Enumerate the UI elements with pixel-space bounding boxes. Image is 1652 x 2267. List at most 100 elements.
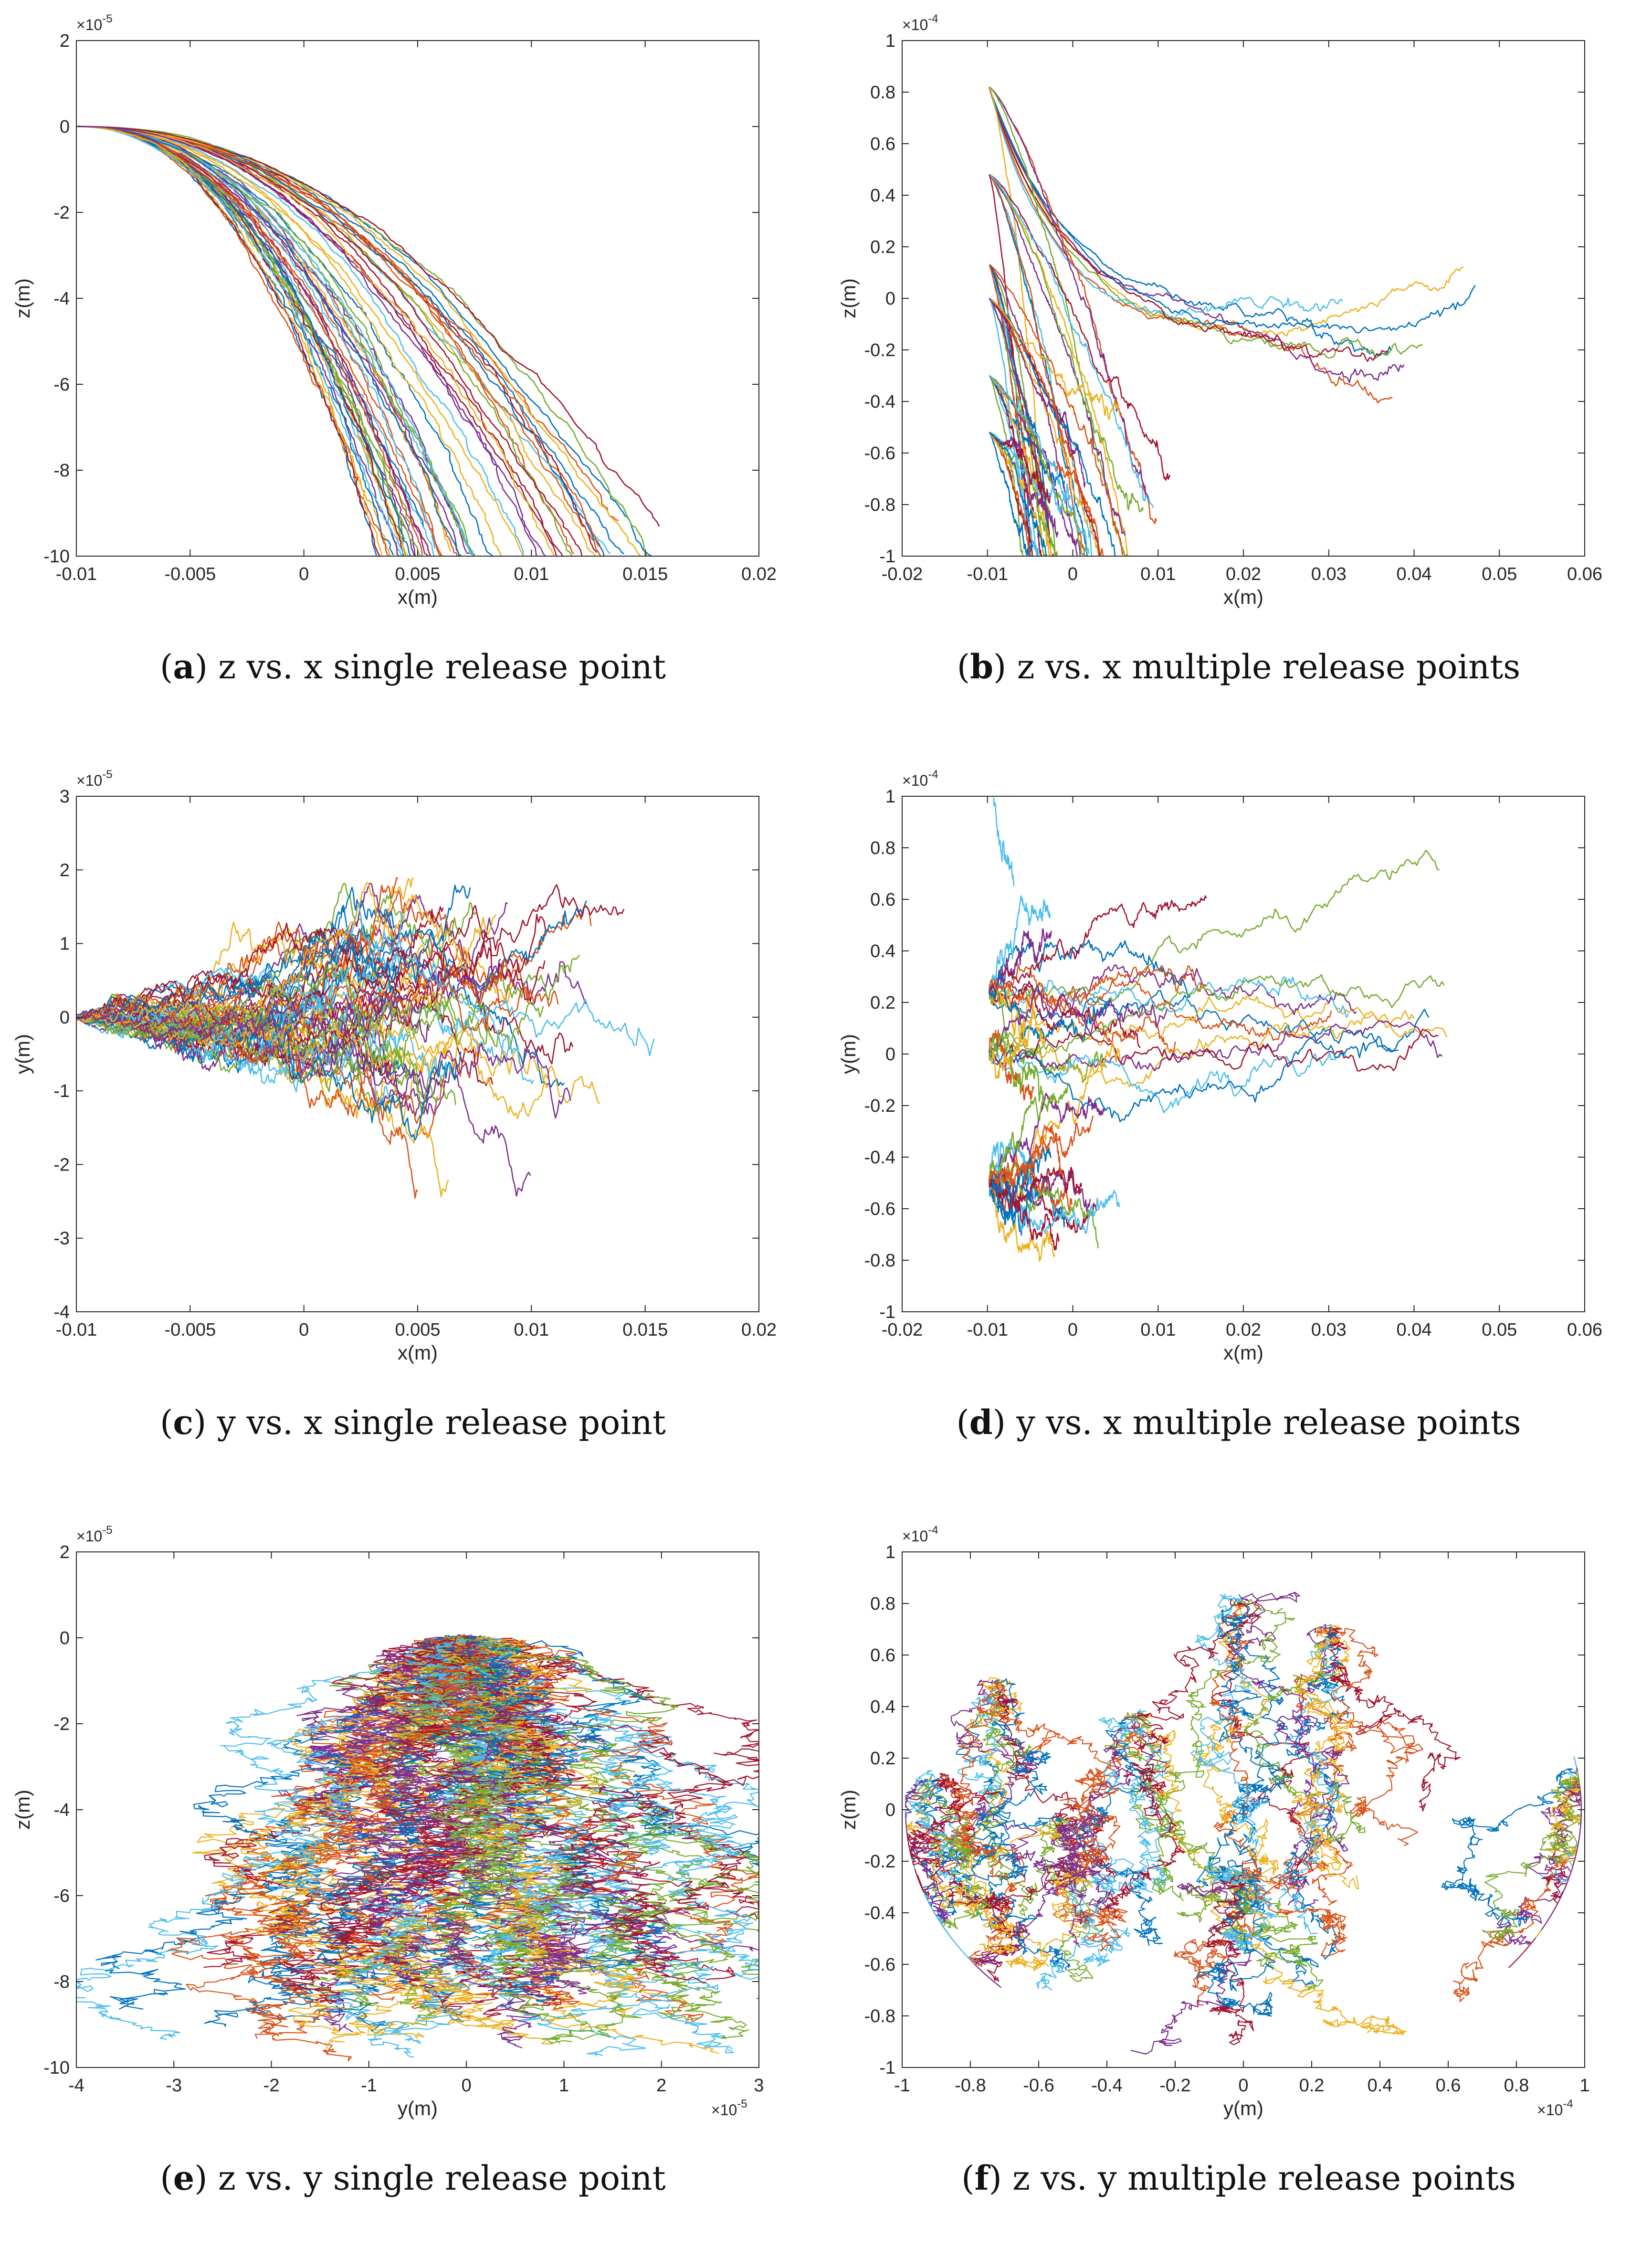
trajectory-line <box>76 126 443 556</box>
x-axis-label: x(m) <box>1223 586 1263 608</box>
trajectory-line <box>975 1816 1080 1982</box>
trajectory-line <box>76 126 382 556</box>
chart-panel-d: -0.02 -0.01 0 0.01 0.02 0.03 0.04 0.05 0.06 -1 -0.… <box>826 756 1652 1511</box>
trajectory-line <box>989 297 1086 488</box>
trajectory-line <box>76 906 444 1020</box>
y-tick-label: -3 <box>53 1229 70 1249</box>
y-multiplier: ×10-4 <box>902 12 938 33</box>
y-tick-label: -0.6 <box>864 1955 895 1975</box>
x-tick-label: 1 <box>1579 2076 1589 2096</box>
trajectory-line <box>1209 1598 1259 1935</box>
x-tick-label: -1 <box>361 2076 377 2096</box>
trajectory-line <box>989 297 1104 556</box>
x-tick-label: 0.015 <box>622 1320 668 1340</box>
trajectory-line <box>1196 1599 1291 1887</box>
trajectory-line <box>989 297 1121 420</box>
trajectory-line <box>237 1637 498 1974</box>
y-tick-label: 0 <box>885 1044 895 1065</box>
x-tick-label: -1 <box>894 2076 910 2096</box>
caption-e-label: e <box>173 2158 195 2198</box>
x-tick-label: 0.02 <box>1226 564 1261 584</box>
x-tick-label: 0.01 <box>514 1320 549 1340</box>
trajectory-line <box>989 895 1207 995</box>
chart-b-svg: -0.02 -0.01 0 0.01 0.02 0.03 0.04 0.05 0.06 -1 -0.… <box>837 12 1602 608</box>
y-tick-label: 1 <box>885 787 895 807</box>
trajectory-line <box>906 1778 965 1898</box>
trajectory-line <box>989 850 1440 1005</box>
y-axis-label: y(m) <box>837 1034 860 1074</box>
y-tick-label: 0.6 <box>870 890 895 910</box>
trajectory-line <box>95 1637 490 2010</box>
x-tick-label: 0.02 <box>1226 1320 1261 1340</box>
y-tick-label: 2 <box>60 860 70 880</box>
y-axis-label: z(m) <box>837 1790 860 1830</box>
chart-a-svg: -0.01 -0.005 0 0.005 0.01 0.015 0.02 -10 -8 -6 -4 -… <box>11 12 777 608</box>
y-multiplier: ×10-5 <box>76 12 113 33</box>
x-tick-label: 0.04 <box>1397 1320 1432 1340</box>
caption-d-text: y vs. x multiple release points <box>1006 1403 1521 1442</box>
trajectory-line <box>76 903 405 1075</box>
trajectory-line <box>1036 1717 1174 1991</box>
trajectory-line <box>989 375 1023 556</box>
trajectory-line <box>989 895 1051 989</box>
y-tick-label: 0.4 <box>870 1697 895 1717</box>
trajectory-line <box>1496 1780 1579 1945</box>
x-tick-label: -0.005 <box>164 564 216 584</box>
trajectory-line <box>460 1637 759 1866</box>
x-tick-label: 0.8 <box>1504 2076 1529 2096</box>
x-tick-label: 0 <box>1068 1320 1078 1340</box>
trajectory-line <box>989 264 1124 556</box>
y-tick-label: -1 <box>879 2058 895 2078</box>
y-tick-label: -0.2 <box>864 340 895 360</box>
caption-a-text: z vs. x single release point <box>208 647 666 686</box>
caption-f-label: f <box>974 2158 989 2198</box>
trajectory-line <box>989 1002 1046 1079</box>
x-multiplier: ×10-5 <box>711 2098 747 2119</box>
x-tick-label: 0.05 <box>1482 564 1517 584</box>
series-group <box>905 1592 1582 2055</box>
x-axis-label: y(m) <box>1223 2097 1263 2119</box>
x-tick-label: -0.02 <box>882 1320 923 1340</box>
chart-f-caption: (f) z vs. y multiple release points <box>961 2158 1516 2198</box>
x-tick-label: 0.06 <box>1567 564 1602 584</box>
trajectory-line <box>308 1636 679 2012</box>
x-tick-label: -0.01 <box>56 1320 97 1340</box>
x-tick-label: 2 <box>656 2076 666 2096</box>
trajectory-line <box>1130 1870 1252 2055</box>
trajectory-line <box>76 126 404 556</box>
trajectory-line <box>989 264 1039 556</box>
x-tick-label: 0.02 <box>741 564 777 584</box>
trajectory-line <box>989 1165 1083 1207</box>
trajectory-line <box>76 126 660 527</box>
x-tick-label: 0.005 <box>395 564 440 584</box>
trajectory-line <box>973 1815 1101 1988</box>
trajectory-line <box>336 1638 506 1993</box>
trajectory-line <box>989 1083 1069 1188</box>
x-tick-label: 0 <box>299 1320 309 1340</box>
x-tick-label: 0.03 <box>1311 564 1347 584</box>
x-tick-label: -0.8 <box>955 2076 986 2096</box>
y-tick-label: 0.2 <box>870 993 895 1013</box>
trajectory-line <box>1152 1599 1295 1901</box>
trajectory-line <box>989 174 1154 508</box>
x-tick-label: 0.01 <box>1140 1320 1176 1340</box>
trajectory-line <box>939 1816 1066 1939</box>
chart-panel-f: -1 -0.8 -0.6 -0.4 -0.2 0 0.2 0.4 0.6 0.8 1 -1 -0.8 -0… <box>826 1511 1652 2267</box>
trajectory-line <box>989 1051 1346 1113</box>
trajectory-line <box>1033 1824 1115 1909</box>
trajectory-line <box>1327 1626 1461 1812</box>
y-tick-label: -1 <box>53 1081 70 1101</box>
x-tick-label: 0.01 <box>1140 564 1176 584</box>
y-tick-label: -6 <box>53 375 70 395</box>
trajectory-line <box>76 1007 571 1119</box>
y-tick-label: -2 <box>53 203 70 223</box>
plot-area <box>76 41 759 556</box>
y-tick-label: 0.4 <box>870 186 895 206</box>
y-axis-label: z(m) <box>11 1790 34 1830</box>
trajectory-line <box>957 1677 1044 1954</box>
y-multiplier: ×10-4 <box>902 768 938 789</box>
chart-e-caption: (e) z vs. y single release point <box>160 2158 666 2198</box>
trajectory-line <box>989 1035 1399 1122</box>
x-tick-label: 0.06 <box>1567 1320 1602 1340</box>
trajectory-line <box>1197 1869 1276 2017</box>
